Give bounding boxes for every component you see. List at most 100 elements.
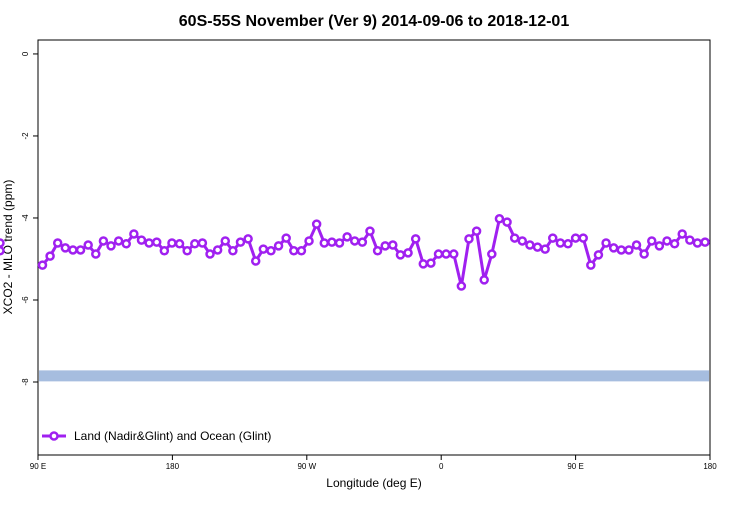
point: [98, 236, 109, 246]
point: [296, 246, 307, 256]
point: [205, 249, 215, 259]
point: [388, 240, 398, 250]
point: [121, 239, 132, 249]
point: [631, 240, 642, 250]
x-tick-label: 180: [703, 462, 717, 471]
point: [502, 217, 512, 227]
point: [685, 235, 695, 245]
point: [555, 238, 566, 248]
x-tick-label: 90 E: [567, 462, 583, 471]
point: [68, 245, 78, 255]
point: [129, 229, 139, 239]
y-tick-label: -6: [21, 296, 30, 304]
point: [45, 251, 55, 261]
point: [182, 246, 192, 256]
point: [357, 237, 368, 247]
point: [0, 246, 5, 256]
point: [441, 249, 451, 259]
point: [487, 249, 497, 259]
point: [91, 249, 101, 259]
point: [395, 250, 406, 260]
point: [601, 238, 611, 248]
point: [167, 238, 177, 248]
point: [448, 249, 459, 259]
y-tick-label: -4: [21, 214, 30, 222]
point: [548, 233, 558, 243]
point: [410, 234, 421, 244]
x-tick-label: 180: [166, 462, 180, 471]
point: [586, 260, 596, 270]
point: [273, 241, 284, 251]
point: [532, 242, 543, 252]
point: [563, 239, 573, 249]
point: [624, 245, 634, 255]
point: [304, 236, 314, 246]
point: [266, 246, 276, 256]
point: [372, 246, 383, 256]
point: [190, 239, 200, 249]
point: [75, 245, 86, 255]
point: [349, 236, 360, 246]
point: [426, 258, 436, 268]
point: [60, 243, 71, 253]
point: [525, 240, 535, 250]
point: [220, 236, 231, 246]
x-tick-label: 90 E: [30, 462, 46, 471]
point: [228, 246, 238, 256]
point: [243, 234, 253, 244]
point: [403, 248, 413, 258]
point: [471, 226, 482, 236]
point: [654, 241, 665, 251]
point: [136, 235, 147, 245]
x-axis-label: Longitude (deg E): [326, 476, 421, 490]
x-tick-label: 90 W: [297, 462, 316, 471]
point: [311, 219, 322, 229]
point: [677, 229, 687, 239]
point: [342, 232, 352, 242]
point: [669, 239, 680, 249]
point: [418, 259, 429, 269]
point: [334, 238, 345, 248]
point: [647, 236, 657, 246]
y-tick-label: 0: [21, 51, 30, 56]
point: [235, 237, 246, 247]
point: [289, 246, 299, 256]
point: [662, 236, 672, 246]
point: [433, 249, 444, 259]
point: [700, 237, 710, 247]
point: [570, 233, 581, 243]
point: [578, 233, 588, 243]
point: [593, 250, 604, 260]
point: [380, 241, 390, 251]
point: [151, 237, 162, 247]
point: [540, 244, 550, 254]
point: [144, 238, 154, 248]
plot-frame: [37, 39, 711, 456]
point: [509, 233, 520, 243]
point: [197, 238, 208, 248]
point: [616, 245, 627, 255]
point: [517, 236, 528, 246]
point: [479, 275, 489, 285]
legend-marker: [49, 431, 59, 441]
point: [319, 238, 330, 248]
point: [365, 226, 375, 236]
chart-title: 60S-55S November (Ver 9) 2014-09-06 to 2…: [179, 13, 570, 30]
point: [174, 239, 185, 249]
point: [52, 238, 63, 248]
point: [639, 249, 649, 259]
point: [250, 256, 261, 266]
point: [212, 245, 223, 255]
point: [83, 240, 93, 250]
y-tick-label: -2: [21, 132, 30, 140]
point: [159, 246, 170, 256]
point: [113, 236, 124, 246]
point: [464, 234, 474, 244]
point: [258, 244, 269, 254]
point: [456, 281, 467, 291]
point: [37, 260, 48, 270]
point: [327, 237, 337, 247]
y-tick-label: -8: [21, 378, 30, 386]
point: [608, 243, 619, 253]
point: [692, 238, 703, 248]
